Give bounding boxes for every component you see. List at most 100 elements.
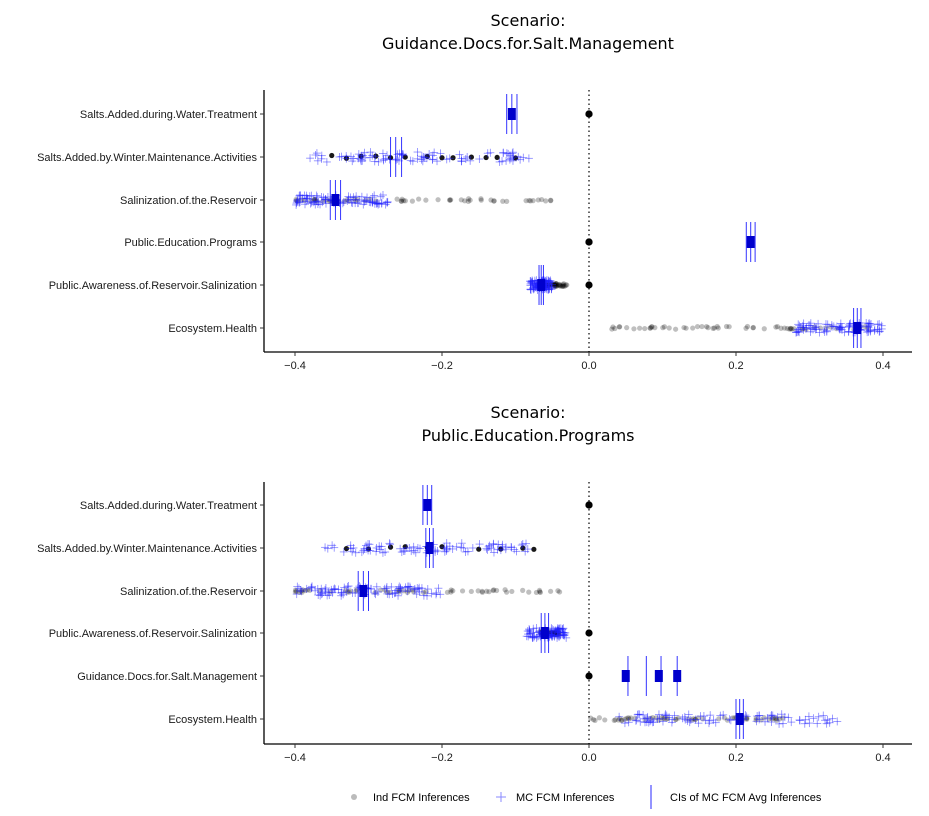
x-tick-label: 0.0	[581, 752, 596, 764]
ind-fcm-point	[683, 325, 689, 331]
mc-fcm-point	[323, 591, 332, 600]
ind-fcm-point	[555, 282, 561, 288]
ind-fcm-point	[619, 717, 625, 723]
mc-fcm-point	[844, 327, 853, 336]
mc-fcm-point	[297, 587, 306, 596]
mc-fcm-point	[319, 193, 328, 202]
ind-fcm-point	[409, 198, 415, 204]
mc-fcm-point	[428, 155, 437, 164]
mc-fcm-point	[368, 193, 377, 202]
mc-fcm-point	[342, 588, 351, 596]
mc-fcm-point	[796, 323, 805, 332]
mc-fcm-point	[314, 198, 323, 207]
ind-fcm-point	[353, 588, 359, 594]
ind-fcm-point	[561, 281, 567, 287]
mc-fcm-point	[461, 547, 470, 556]
ind-fcm-point	[694, 323, 701, 330]
mc-fcm-point	[865, 321, 874, 330]
mc-fcm-point	[314, 590, 323, 599]
mc-fcm-point	[329, 585, 338, 594]
mc-fcm-point	[631, 716, 640, 725]
mc-fcm-point	[406, 156, 415, 165]
mc-fcm-point	[382, 582, 391, 591]
mc-fcm-point	[413, 154, 422, 163]
ind-fcm-point	[398, 198, 404, 204]
mc-fcm-point	[372, 582, 381, 591]
avg-inference-box	[735, 713, 744, 725]
mc-fcm-point	[866, 327, 875, 336]
mc-fcm-point	[425, 150, 434, 159]
ind-fcm-point	[624, 325, 630, 331]
avg-inference-box	[331, 194, 340, 206]
legend-ind-marker	[351, 794, 357, 800]
mc-fcm-point	[383, 151, 392, 160]
mc-fcm-point	[321, 584, 330, 593]
mc-fcm-point	[620, 719, 629, 728]
mc-fcm-point	[547, 284, 556, 293]
mc-fcm-point	[442, 546, 451, 555]
ind-fcm-point	[562, 283, 568, 289]
ind-fcm-point	[502, 587, 508, 593]
ind-fcm-point	[612, 325, 618, 332]
ind-fcm-point	[774, 324, 781, 330]
mc-fcm-point	[296, 586, 305, 595]
ind-fcm-point	[553, 281, 559, 287]
ind-fcm-point	[459, 588, 466, 594]
mc-fcm-point	[311, 586, 320, 595]
ind-fcm-point	[476, 546, 482, 552]
mc-fcm-point	[353, 199, 362, 208]
ind-fcm-point	[494, 154, 500, 161]
ind-fcm-point	[483, 588, 490, 594]
mc-fcm-point	[346, 152, 355, 161]
ind-fcm-point	[628, 715, 634, 721]
mc-fcm-point	[376, 192, 385, 201]
ind-fcm-point	[661, 324, 668, 330]
mc-fcm-point	[507, 154, 516, 163]
ind-fcm-point	[585, 238, 593, 246]
ind-fcm-point	[448, 587, 454, 593]
mc-fcm-point	[639, 710, 648, 719]
mc-fcm-point	[302, 191, 311, 200]
y-tick-label: Public.Awareness.of.Reservoir.Salinizati…	[49, 280, 257, 292]
ind-fcm-point	[556, 589, 563, 595]
mc-fcm-point	[527, 278, 536, 287]
mc-fcm-point	[528, 280, 537, 289]
mc-fcm-point	[512, 547, 521, 556]
ind-fcm-point	[548, 197, 554, 203]
ind-fcm-point	[479, 589, 486, 595]
mc-fcm-point	[875, 327, 884, 336]
avg-inference-box	[621, 670, 630, 682]
x-tick-label: −0.2	[431, 360, 453, 372]
mc-fcm-point	[823, 320, 832, 329]
y-tick-label: Salts.Added.by.Winter.Maintenance.Activi…	[37, 543, 257, 555]
ind-fcm-point	[666, 325, 672, 331]
mc-fcm-point	[335, 152, 344, 161]
ind-fcm-point	[539, 196, 545, 203]
mc-fcm-point	[427, 589, 436, 598]
ind-fcm-point	[394, 196, 400, 202]
mc-fcm-point	[397, 548, 406, 557]
ind-fcm-point	[699, 323, 705, 330]
mc-fcm-point	[670, 711, 679, 720]
mc-fcm-point	[381, 154, 390, 163]
ind-fcm-point	[548, 198, 554, 204]
avg-inference-box	[507, 108, 516, 120]
mc-fcm-point	[313, 156, 322, 165]
mc-fcm-point	[385, 155, 394, 164]
mc-fcm-point	[413, 148, 422, 157]
mc-fcm-point	[811, 325, 820, 334]
x-tick-label: 0.4	[875, 360, 890, 372]
x-tick-label: 0.4	[875, 752, 890, 764]
mc-fcm-point	[863, 322, 872, 331]
mc-fcm-point	[405, 582, 414, 591]
mc-fcm-point	[461, 154, 470, 163]
mc-fcm-point	[624, 718, 633, 727]
mc-fcm-point	[365, 540, 374, 549]
mc-fcm-point	[357, 548, 366, 557]
mc-fcm-point	[436, 590, 445, 599]
ind-fcm-point	[560, 283, 566, 289]
mc-fcm-point	[410, 585, 419, 594]
mc-fcm-point	[662, 711, 671, 720]
plot-area: −0.4 −0.2 0.0 0.2 0.4 Salts.Added.during.Wate…	[37, 90, 912, 372]
ind-fcm-point	[468, 588, 474, 595]
